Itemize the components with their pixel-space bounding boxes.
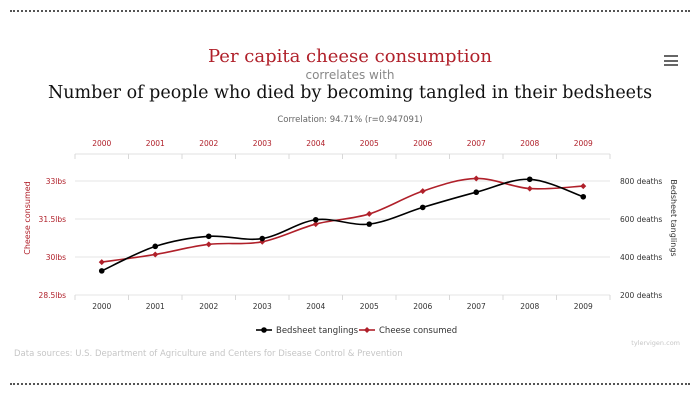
chart-title-connector: correlates with <box>305 68 395 82</box>
credit-text: tylervigen.com <box>631 339 680 347</box>
right-tick-label: 800 deaths <box>620 177 662 186</box>
bottom-year-label: 2000 <box>92 302 111 311</box>
bottom-dotted-divider <box>10 383 690 385</box>
top-dotted-divider <box>10 10 690 12</box>
bottom-year-label: 2004 <box>306 302 325 311</box>
top-year-label: 2007 <box>467 139 486 148</box>
left-axis-title: Cheese consumed <box>23 181 32 255</box>
top-year-label: 2009 <box>574 139 593 148</box>
right-tick-label: 400 deaths <box>620 253 662 262</box>
top-year-label: 2006 <box>413 139 432 148</box>
cheese-point <box>366 210 373 217</box>
bottom-year-label: 2005 <box>360 302 379 311</box>
cheese-point <box>152 251 159 258</box>
bottom-year-label: 2001 <box>146 302 165 311</box>
data-sources-text: Data sources: U.S. Department of Agricul… <box>14 349 403 359</box>
legend-label: Cheese consumed <box>379 326 457 336</box>
left-tick-label: 33lbs <box>46 177 66 186</box>
cheese-point <box>580 183 587 190</box>
bedsheet-point <box>152 243 159 250</box>
top-year-label: 2005 <box>360 139 379 148</box>
bottom-year-label: 2007 <box>467 302 486 311</box>
left-tick-label: 30lbs <box>46 253 66 262</box>
bedsheet-point <box>580 193 587 200</box>
bedsheet-point <box>98 268 105 274</box>
right-tick-label: 600 deaths <box>620 215 662 224</box>
top-year-label: 2002 <box>199 139 218 148</box>
legend-swatch-marker <box>364 327 370 333</box>
cheese-point <box>473 175 480 182</box>
legend-label: Bedsheet tanglings <box>276 326 359 336</box>
bedsheet-point <box>366 221 373 227</box>
bedsheet-point <box>205 233 212 240</box>
top-year-label: 2000 <box>92 139 111 148</box>
top-year-label: 2001 <box>146 139 165 148</box>
right-tick-label: 200 deaths <box>620 291 662 300</box>
correlation-label: Correlation: 94.71% (r=0.947091) <box>277 115 423 125</box>
cheese-point <box>205 241 212 248</box>
bottom-year-label: 2006 <box>413 302 432 311</box>
top-year-label: 2004 <box>306 139 325 148</box>
chart-title-primary: Per capita cheese consumption <box>207 46 492 67</box>
bottom-year-label: 2003 <box>253 302 272 311</box>
bottom-year-label: 2002 <box>199 302 218 311</box>
cheese-series-line <box>101 177 584 263</box>
cheese-point <box>312 221 319 228</box>
top-year-label: 2003 <box>253 139 272 148</box>
cheese-point <box>419 188 426 195</box>
bedsheet-point <box>473 189 480 196</box>
bedsheet-point <box>312 216 319 223</box>
left-tick-label: 31.5lbs <box>39 215 67 224</box>
top-year-label: 2008 <box>520 139 539 148</box>
cheese-point <box>98 259 105 266</box>
bottom-year-label: 2009 <box>574 302 593 311</box>
bedsheet-series-line <box>101 178 584 272</box>
cheese-point <box>526 185 533 192</box>
bedsheet-point <box>526 176 533 183</box>
chart-title-secondary: Number of people who died by becoming ta… <box>47 83 653 103</box>
legend-swatch-marker <box>261 327 267 333</box>
left-tick-label: 28.5lbs <box>39 291 67 300</box>
bedsheet-point <box>259 235 266 242</box>
hamburger-menu-icon[interactable] <box>664 55 678 67</box>
bedsheet-point <box>419 204 426 211</box>
bottom-year-label: 2008 <box>520 302 539 311</box>
right-axis-title: Bedsheet tanglings <box>669 179 678 256</box>
